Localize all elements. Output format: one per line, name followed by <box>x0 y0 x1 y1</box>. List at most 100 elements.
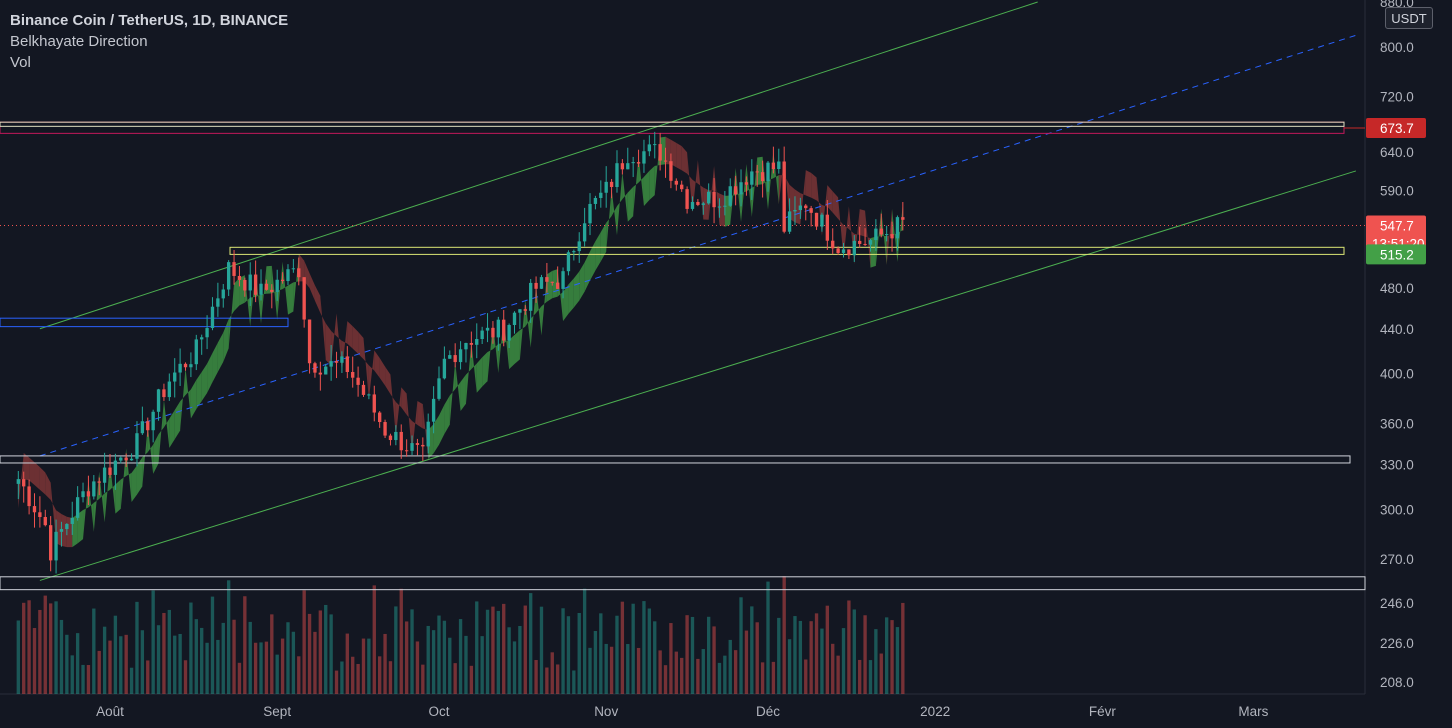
volume-bar <box>394 606 398 694</box>
candle-body <box>717 206 722 208</box>
candle-body <box>555 282 560 289</box>
volume-bar <box>361 638 366 694</box>
volume-bar <box>852 609 856 694</box>
band-segment <box>681 146 688 174</box>
volume-bar <box>22 602 26 694</box>
candle-body <box>534 282 538 289</box>
band-segment <box>573 271 580 308</box>
candle-body <box>663 160 668 162</box>
volume-bar <box>113 615 118 694</box>
band-segment <box>595 232 601 271</box>
candle-body <box>469 342 474 345</box>
volume-bars <box>16 576 905 694</box>
candlesticks <box>16 131 905 574</box>
volume-bar <box>820 628 824 694</box>
band-segment <box>530 285 537 348</box>
band-segment <box>131 465 137 503</box>
support-zone-blue[interactable] <box>0 317 289 328</box>
volume-bar <box>674 651 678 694</box>
band-segment <box>811 172 817 201</box>
volume-bar <box>453 663 457 694</box>
price-axis[interactable]: 880.0 800.0 720.0 640.0 590.0 480.0 440.0 400.0… <box>1380 0 1414 690</box>
candle-body <box>81 491 85 498</box>
volume-bar <box>507 627 511 694</box>
band-segment <box>412 400 418 455</box>
support-zone[interactable] <box>229 246 1345 255</box>
candle-body <box>733 186 738 195</box>
band-segment <box>476 357 483 393</box>
volume-bar <box>151 590 155 694</box>
candle-body <box>744 182 749 185</box>
band-segment <box>622 171 628 222</box>
volume-bar <box>54 601 58 694</box>
candle-body <box>707 191 711 204</box>
candle-body <box>356 377 360 385</box>
volume-bar <box>59 619 64 694</box>
candle-body <box>404 450 409 452</box>
candle-body <box>280 279 285 282</box>
band-segment <box>848 206 855 265</box>
price-tag <box>1366 244 1426 265</box>
band-segment <box>287 282 294 315</box>
band-segment <box>768 150 774 210</box>
band-segment <box>762 156 768 210</box>
support-zone-330[interactable] <box>0 455 1351 464</box>
price-tick-label: 270.0 <box>1380 552 1414 567</box>
candle-body <box>167 381 171 398</box>
indicator-belkhayate-label[interactable]: Belkhayate Direction <box>10 33 148 50</box>
candle-body <box>38 512 42 518</box>
volume-bar <box>399 588 403 694</box>
band-segment <box>687 152 693 213</box>
band-segment <box>77 509 84 544</box>
band-segment <box>557 269 564 322</box>
band-segment <box>541 274 547 336</box>
indicator-volume-label[interactable]: Vol <box>10 54 31 71</box>
price-tick-label: 208.0 <box>1380 675 1414 690</box>
resistance-zone-top[interactable] <box>0 121 1345 127</box>
volume-bar <box>65 634 69 694</box>
band-segment <box>676 142 682 171</box>
band-segment <box>18 452 24 509</box>
volume-bar <box>582 588 587 694</box>
volume-bar <box>75 633 80 694</box>
symbol-title[interactable]: Binance Coin / TetherUS, 1D, BINANCE <box>10 12 289 29</box>
volume-bar <box>307 613 312 694</box>
volume-bar <box>901 602 905 694</box>
candle-body <box>59 529 64 532</box>
candle-body <box>302 277 306 320</box>
candle-body <box>593 197 598 204</box>
candle-body <box>901 217 905 220</box>
candle-body <box>636 162 641 164</box>
band-segment <box>190 379 197 419</box>
channel-lower-line[interactable] <box>39 170 1357 581</box>
candle-body <box>200 337 204 340</box>
volume-bar <box>793 616 797 694</box>
volume-bar <box>804 659 808 694</box>
time-axis[interactable]: Août Sept Oct Nov Déc 2022 Févr Mars <box>96 704 1269 719</box>
volume-bar <box>102 626 107 694</box>
candle-body <box>140 421 145 434</box>
price-tick-label: 880.0 <box>1380 0 1414 10</box>
band-segment <box>379 357 386 386</box>
volume-bar <box>863 615 867 694</box>
candle-body <box>566 252 571 272</box>
candle-body <box>507 325 511 341</box>
candle-body <box>431 398 436 422</box>
candle-body <box>674 180 678 185</box>
volume-bar <box>518 625 522 694</box>
volume-bar <box>205 642 209 694</box>
candle-body <box>86 491 91 497</box>
volume-bar <box>561 608 565 694</box>
volume-bar <box>566 616 571 694</box>
volume-bar <box>253 642 258 694</box>
volume-bar <box>410 609 414 694</box>
support-zone-255[interactable] <box>0 576 1366 591</box>
volume-bar <box>717 662 722 694</box>
band-segment <box>153 434 159 474</box>
volume-bar <box>555 664 560 694</box>
channel-upper-line[interactable] <box>39 1 1038 330</box>
volume-bar <box>609 646 614 694</box>
currency-selector[interactable]: USDT <box>1385 7 1433 29</box>
volume-bar <box>275 654 279 694</box>
